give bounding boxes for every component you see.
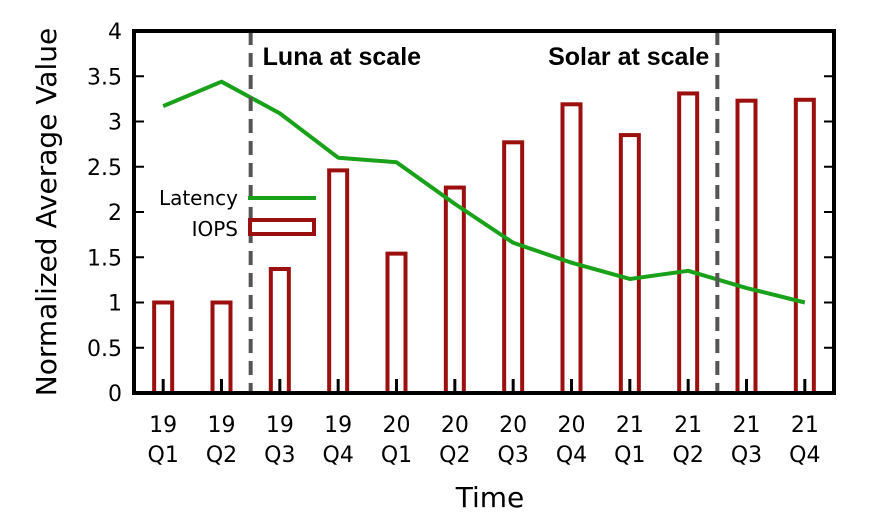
x-tick-label-year: 20: [499, 413, 527, 438]
x-tick-label-quarter: Q1: [148, 443, 179, 468]
iops-bar: [327, 168, 350, 395]
x-tick-label-year: 21: [616, 413, 644, 438]
x-tick-label-year: 21: [674, 413, 702, 438]
x-axis-title: Time: [455, 481, 525, 514]
x-tick-label-quarter: Q1: [614, 443, 645, 468]
y-tick-label: 1.5: [87, 246, 122, 271]
iops-bar: [443, 185, 466, 395]
iops-bar: [385, 251, 408, 395]
y-tick-label: 4: [108, 20, 122, 45]
y-tick-label: 1: [108, 292, 122, 317]
era-annotation: Luna at scale: [263, 43, 421, 71]
iops-bar: [735, 98, 758, 395]
x-tick-label-year: 21: [791, 413, 819, 438]
iops-bar: [502, 140, 525, 395]
iops-bar: [268, 267, 291, 396]
y-tick-label: 0: [108, 382, 122, 407]
era-annotation: Solar at scale: [548, 43, 709, 71]
x-tick-label-quarter: Q2: [206, 443, 237, 468]
x-tick-label-year: 20: [441, 413, 469, 438]
iops-bar: [793, 97, 816, 395]
x-tick-label-quarter: Q4: [789, 443, 820, 468]
legend-swatch-iops: [248, 218, 316, 236]
legend-label-iops: IOPS: [192, 217, 238, 241]
x-tick-label-year: 20: [558, 413, 586, 438]
y-axis-title: Normalized Average Value: [30, 28, 63, 396]
plot-frame: [132, 29, 836, 395]
y-tick-label: 3.5: [87, 65, 122, 90]
x-tick-label-year: 19: [208, 413, 236, 438]
y-tick-label: 0.5: [87, 337, 122, 362]
iops-bar: [618, 133, 641, 395]
legend-label-latency: Latency: [159, 186, 238, 210]
x-tick-label-quarter: Q3: [264, 443, 295, 468]
x-tick-label-quarter: Q4: [556, 443, 587, 468]
x-tick-label-year: 19: [324, 413, 352, 438]
iops-bar: [560, 102, 583, 396]
x-tick-label-year: 21: [733, 413, 761, 438]
x-tick-label-quarter: Q4: [323, 443, 354, 468]
x-tick-label-quarter: Q3: [731, 443, 762, 468]
legend: Latency IOPS: [159, 186, 316, 241]
x-tick-label-year: 19: [149, 413, 177, 438]
iops-bar: [677, 91, 700, 395]
x-tick-label-quarter: Q1: [381, 443, 412, 468]
y-tick-label: 2.5: [87, 156, 122, 181]
x-tick-label-year: 19: [266, 413, 294, 438]
y-tick-label: 3: [108, 111, 122, 136]
x-tick-label-quarter: Q2: [439, 443, 470, 468]
x-tick-label-quarter: Q3: [498, 443, 529, 468]
y-tick-label: 2: [108, 201, 122, 226]
chart-marks: 0 0.5 1 1.5 2 2.5 3 3.5 4 19 Q1 19 Q2 19 Q3 19 Q4 20 Q1 20 Q…: [87, 20, 834, 468]
latency-line: [162, 79, 806, 305]
x-tick-label-quarter: Q2: [673, 443, 704, 468]
x-tick-label-year: 20: [383, 413, 411, 438]
